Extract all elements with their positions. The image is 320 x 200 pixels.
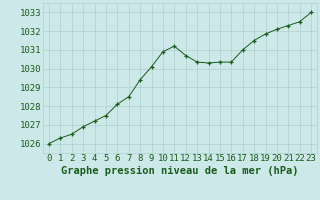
X-axis label: Graphe pression niveau de la mer (hPa): Graphe pression niveau de la mer (hPa) bbox=[61, 166, 299, 176]
